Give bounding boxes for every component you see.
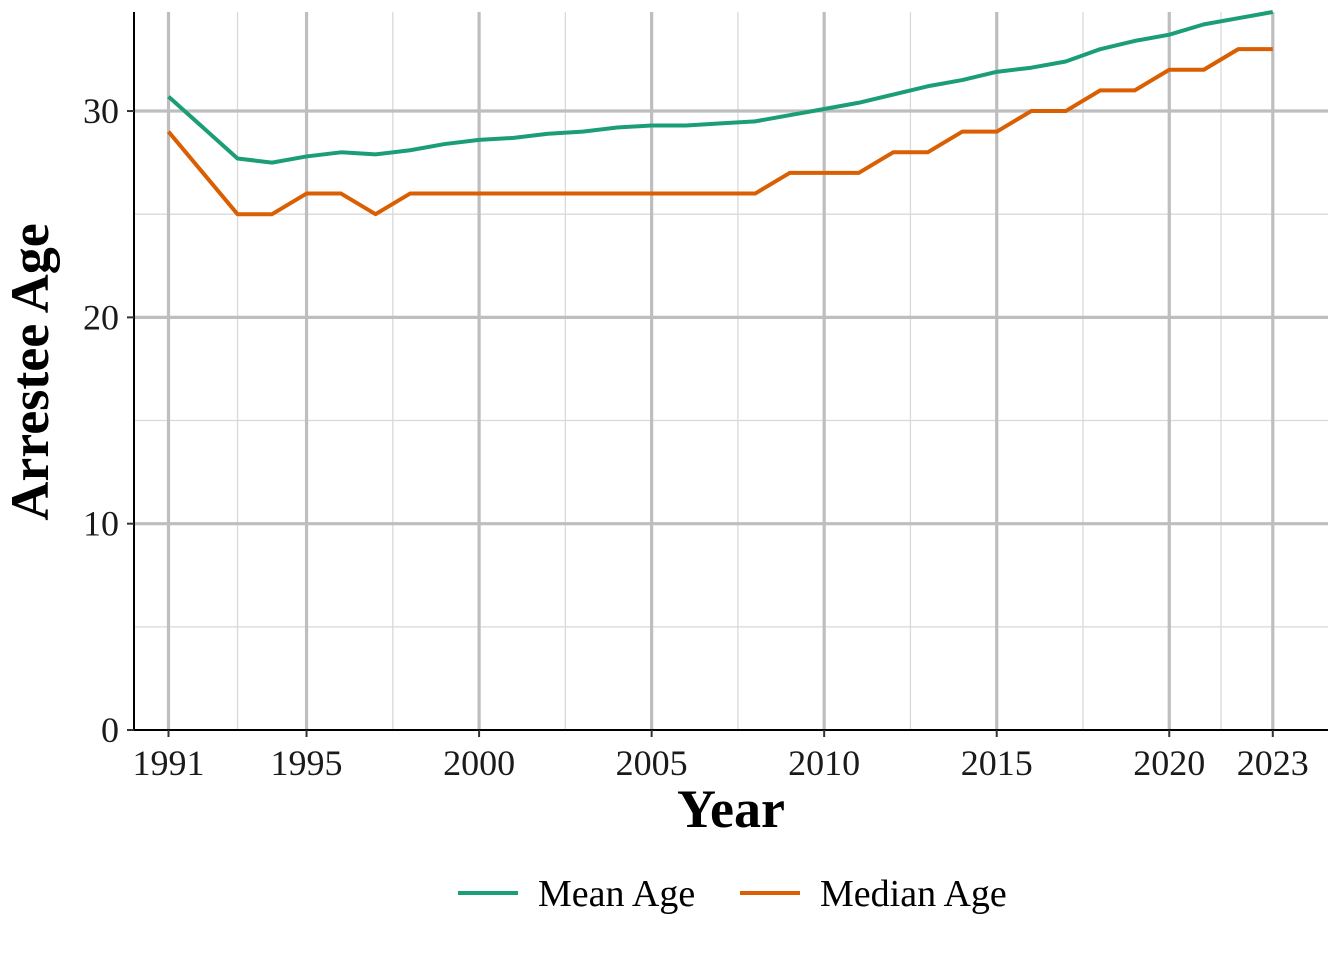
series-line-median-age: [166, 47, 1273, 217]
y-tick-label: 10: [83, 504, 119, 544]
y-tick-label: 20: [83, 297, 119, 337]
x-tick-label: 1995: [271, 743, 343, 783]
x-tick-label: 2010: [788, 743, 860, 783]
y-tick-label: 0: [101, 710, 119, 750]
y-axis-title: Arrestee Age: [0, 223, 60, 520]
axes: [127, 12, 1328, 737]
legend: Mean Age Median Age: [458, 873, 1007, 915]
series-line-mean-age: [167, 10, 1274, 165]
legend-label-median-age: Median Age: [820, 873, 1007, 915]
x-tick-label: 2005: [616, 743, 688, 783]
y-tick-label: 30: [83, 91, 119, 131]
minor-gridlines: [134, 12, 1328, 730]
x-axis-title: Year: [677, 779, 785, 839]
legend-label-mean-age: Mean Age: [538, 873, 695, 915]
x-tick-label: 2000: [443, 743, 515, 783]
major-gridlines: [134, 12, 1328, 730]
x-tick-label: 2023: [1237, 743, 1309, 783]
x-tick-label: 2020: [1133, 743, 1205, 783]
x-tick-label: 1991: [133, 743, 205, 783]
x-tick-labels: 1991 1995 2000 2005 2010 2015 2020 2023: [133, 743, 1309, 783]
x-tick-label: 2015: [961, 743, 1033, 783]
series-lines: [166, 10, 1274, 217]
y-tick-labels: 0 10 20 30: [83, 91, 119, 750]
